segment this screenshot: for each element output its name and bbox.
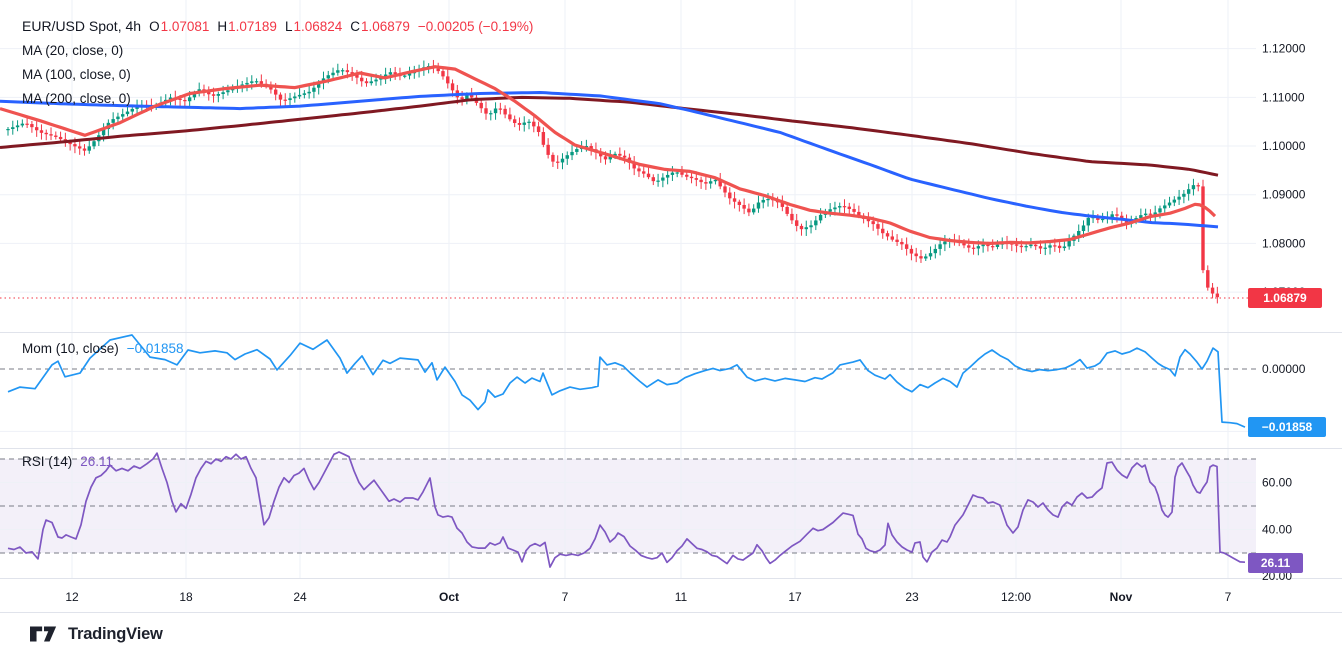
ma200-legend[interactable]: MA (200, close, 0) (22, 90, 131, 106)
ma200-line (0, 95, 1219, 177)
svg-text:1.12000: 1.12000 (1262, 42, 1306, 56)
dashed-reference-lines (0, 368, 1256, 554)
svg-text:40.00: 40.00 (1262, 523, 1292, 537)
svg-text:12:00: 12:00 (1001, 590, 1031, 604)
price-axis[interactable]: 1.120001.110001.100001.090001.080001.070… (1262, 42, 1306, 583)
rsi-label: RSI (14) (22, 453, 73, 469)
ma20-line (0, 65, 1217, 245)
horizontal-gridlines (0, 48, 1256, 531)
svg-text:18: 18 (179, 590, 193, 604)
momentum-legend: Mom (10, close) −0.01858 (22, 336, 183, 360)
rsi-band-fill (0, 459, 1256, 554)
svg-text:7: 7 (562, 590, 569, 604)
rsi-value-badge: 26.11 (1248, 553, 1303, 573)
symbol-title[interactable]: EUR/USD Spot, 4h (22, 18, 142, 34)
svg-text:Nov: Nov (1110, 590, 1133, 604)
svg-text:1.09000: 1.09000 (1262, 188, 1306, 202)
svg-text:17: 17 (788, 590, 802, 604)
svg-text:24: 24 (293, 590, 307, 604)
rsi-value: 26.11 (80, 453, 114, 469)
svg-text:12: 12 (65, 590, 79, 604)
ohlc-open: O 1.07081 (149, 18, 210, 34)
ma100-line (0, 91, 1219, 229)
momentum-label: Mom (10, close) (22, 340, 119, 356)
ohlc-high: H 1.07189 (217, 18, 277, 34)
momentum-value-badge: −0.01858 (1248, 417, 1326, 437)
svg-text:11: 11 (675, 590, 688, 604)
last-price-badge: 1.06879 (1248, 288, 1322, 308)
symbol-ohlc-row[interactable]: EUR/USD Spot, 4h O 1.07081 H 1.07189 L 1.06… (22, 14, 533, 38)
main-pane-legend: EUR/USD Spot, 4h O 1.07081 H 1.07189 L 1.06… (22, 14, 533, 110)
svg-text:1.10000: 1.10000 (1262, 139, 1306, 153)
time-axis[interactable]: 12 18 24 Oct 7 11 17 23 12:00 Nov 7 (65, 590, 1231, 604)
svg-text:60.00: 60.00 (1262, 476, 1292, 490)
rsi-legend-row[interactable]: RSI (14) 26.11 (22, 449, 113, 473)
svg-text:1.08000: 1.08000 (1262, 236, 1306, 250)
ma20-legend[interactable]: MA (20, close, 0) (22, 42, 124, 58)
svg-text:23: 23 (905, 590, 919, 604)
momentum-line (7, 334, 1246, 428)
price-change: −0.00205 (−0.19%) (417, 18, 534, 34)
svg-text:1.11000: 1.11000 (1262, 90, 1305, 104)
tradingview-brand-text: TradingView (68, 624, 163, 643)
pane-separators (0, 332, 1342, 613)
svg-text:0.00000: 0.00000 (1262, 362, 1306, 376)
momentum-value: −0.01858 (126, 340, 184, 356)
rsi-line (7, 451, 1246, 568)
tradingview-attribution[interactable]: TradingView (30, 624, 163, 644)
momentum-legend-row[interactable]: Mom (10, close) −0.01858 (22, 336, 183, 360)
chart-canvas[interactable]: 1.120001.110001.100001.090001.080001.070… (0, 0, 1342, 618)
svg-text:7: 7 (1225, 590, 1232, 604)
svg-text:Oct: Oct (439, 590, 459, 604)
rsi-legend: RSI (14) 26.11 (22, 449, 113, 473)
ohlc-low: L 1.06824 (284, 18, 343, 34)
ohlc-close: C 1.06879 (350, 18, 410, 34)
ma100-legend[interactable]: MA (100, close, 0) (22, 66, 131, 82)
tradingview-logo-icon (30, 626, 57, 642)
